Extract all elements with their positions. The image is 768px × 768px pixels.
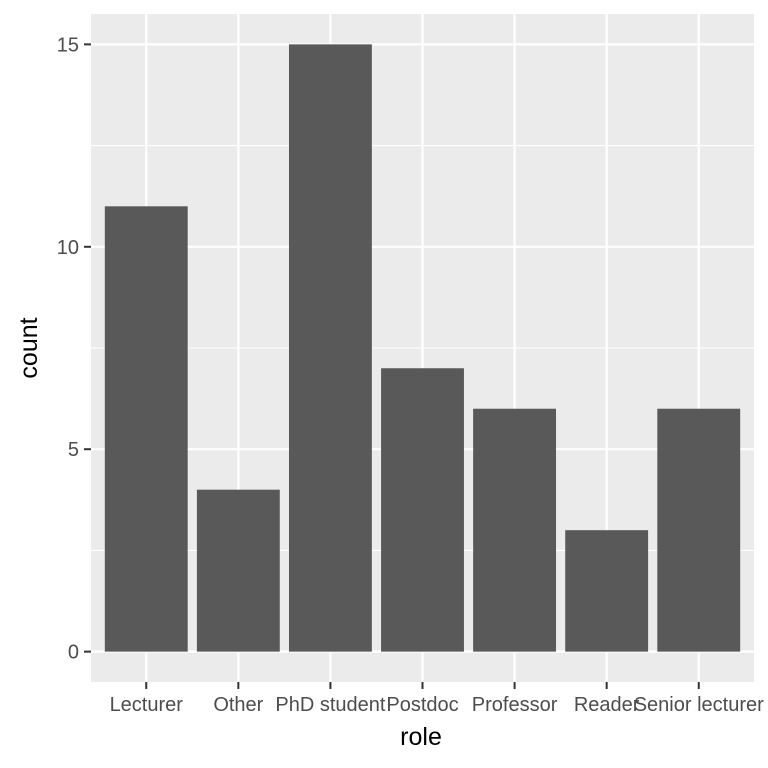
x-tick-label: Other (213, 694, 263, 716)
x-tick-label: Reader (574, 694, 640, 716)
x-tick-label: Professor (472, 694, 558, 716)
bar (381, 368, 464, 652)
x-axis-title: role (400, 723, 442, 751)
x-axis: Lecturer Other PhD student Postdoc Professor… (110, 682, 764, 716)
bar (473, 408, 557, 652)
bars (104, 44, 741, 652)
x-tick-label: Postdoc (386, 694, 458, 716)
x-tick-label: Senior lecturer (634, 694, 764, 716)
bar (657, 408, 741, 652)
bar (565, 530, 649, 652)
y-tick-label: 0 (68, 642, 79, 664)
bar (196, 489, 280, 652)
x-tick-label: PhD student (275, 694, 386, 716)
bar (288, 44, 372, 652)
y-tick-label: 10 (57, 237, 79, 259)
x-tick-label: Lecturer (110, 694, 184, 716)
y-axis: 0 5 10 15 (57, 34, 91, 664)
y-tick-label: 15 (57, 34, 79, 56)
y-axis-title: count (15, 317, 43, 378)
bar (104, 206, 188, 652)
y-tick-label: 5 (68, 439, 79, 461)
